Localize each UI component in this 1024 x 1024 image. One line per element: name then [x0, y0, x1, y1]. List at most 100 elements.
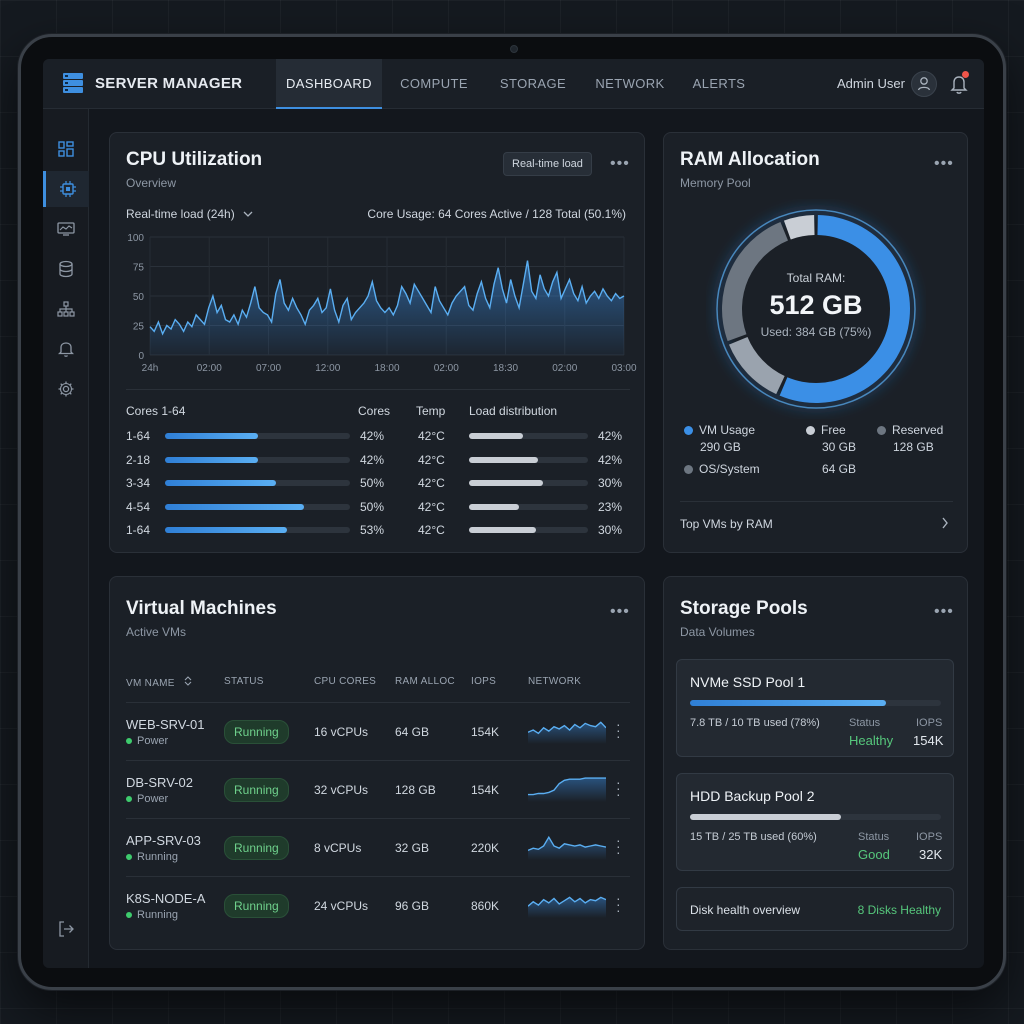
- notification-dot: [962, 71, 969, 78]
- tab-compute[interactable]: COMPUTE: [400, 76, 468, 91]
- row-more-icon[interactable]: · · ·: [616, 774, 621, 802]
- ram-more-icon[interactable]: •••: [934, 155, 954, 172]
- legend-vm-value: 290 GB: [700, 440, 741, 454]
- legend-vm-label: VM Usage: [699, 423, 756, 437]
- storage-panel-subtitle: Data Volumes: [680, 625, 755, 639]
- ram-alloc-header: RAM ALLOC: [395, 676, 455, 687]
- sidebar-item-monitor[interactable]: [43, 211, 89, 247]
- storage-pools-panel: Storage Pools Data Volumes ••• NVMe SSD …: [663, 576, 968, 950]
- sidebar-item-settings[interactable]: [43, 371, 89, 407]
- x-tick-label: 07:00: [256, 363, 281, 374]
- load-distribution-bar: [469, 433, 588, 439]
- database-icon: [59, 260, 73, 278]
- ram-allocation-panel: RAM Allocation Memory Pool ••• Total RAM…: [663, 132, 968, 553]
- status-badge: Running: [224, 778, 289, 802]
- donut-slice: [722, 221, 788, 342]
- legend-os-system: OS/System: [684, 462, 760, 476]
- donut-slice: [779, 215, 910, 403]
- load-distribution-fill: [469, 480, 543, 486]
- load-distribution-pct: 30%: [598, 523, 623, 537]
- bell-icon[interactable]: [949, 73, 969, 95]
- load-distribution-fill: [469, 433, 523, 439]
- core-temp: 42°C: [418, 476, 445, 490]
- core-usage-bar: [165, 503, 350, 510]
- sidebar-item-storage[interactable]: [43, 251, 89, 287]
- user-name[interactable]: Admin User: [837, 76, 905, 91]
- sidebar-item-compute[interactable]: [43, 171, 89, 207]
- pool-used-text: 7.8 TB / 10 TB used (78%): [690, 717, 820, 729]
- table-row[interactable]: DB-SRV-02 Power Running 32 vCPUs 128 GB …: [110, 761, 646, 819]
- table-row[interactable]: APP-SRV-03 Running Running 8 vCPUs 32 GB…: [110, 819, 646, 877]
- vm-power-state: Running: [126, 909, 178, 921]
- core-range-label: 1-64: [126, 429, 151, 443]
- vm-power-label: Running: [137, 851, 178, 863]
- table-row[interactable]: K8S-NODE-A Running Running 24 vCPUs 96 G…: [110, 877, 646, 935]
- vm-name-header[interactable]: VM NAME: [126, 676, 192, 689]
- vm-ram-alloc: 128 GB: [395, 783, 436, 797]
- sidebar-item-network[interactable]: [43, 291, 89, 327]
- vm-cpu-cores: 8 vCPUs: [314, 841, 362, 855]
- vm-power-label: Running: [137, 909, 178, 921]
- sidebar-item-logout[interactable]: [43, 911, 89, 947]
- sparkline-line: [528, 835, 606, 852]
- network-sparkline: [528, 777, 606, 802]
- camera: [510, 45, 518, 53]
- storage-more-icon[interactable]: •••: [934, 603, 954, 620]
- load-distribution-fill: [469, 527, 536, 533]
- screen: SERVER MANAGER DASHBOARD COMPUTE STORAGE…: [43, 59, 984, 968]
- legend-dot-vm: [684, 426, 693, 436]
- avatar[interactable]: [911, 71, 937, 97]
- storage-pool-card[interactable]: NVMe SSD Pool 1 7.8 TB / 10 TB used (78%…: [676, 659, 954, 757]
- bell-icon: [58, 342, 74, 357]
- row-more-icon[interactable]: · · ·: [616, 890, 621, 918]
- core-temp: 42°C: [418, 523, 445, 537]
- tab-alerts[interactable]: ALERTS: [692, 76, 746, 91]
- sidebar-item-dashboard[interactable]: [43, 131, 89, 167]
- range-dropdown[interactable]: Real-time load (24h): [126, 207, 253, 221]
- col-temp-header: Temp: [416, 404, 446, 418]
- vm-power-state: Power: [126, 735, 168, 747]
- ram-used-value: Used: 384 GB (75%): [760, 325, 872, 339]
- sparkline-area: [528, 837, 606, 860]
- tab-dashboard[interactable]: DASHBOARD: [276, 59, 382, 109]
- legend-os-label: OS/System: [699, 462, 760, 476]
- cpu-more-icon[interactable]: •••: [610, 155, 630, 172]
- vm-ram-alloc: 32 GB: [395, 841, 430, 855]
- tab-network[interactable]: NETWORK: [595, 76, 665, 91]
- vm-panel-subtitle: Active VMs: [126, 625, 187, 639]
- range-label: Real-time load (24h): [126, 207, 235, 221]
- total-ram-label: Total RAM:: [786, 271, 846, 285]
- vm-cpu-cores: 16 vCPUs: [314, 725, 369, 739]
- pool-status-label: Status: [849, 717, 881, 729]
- pool-iops-value: 154K: [913, 733, 944, 748]
- legend-free: Free 30 GB: [806, 423, 856, 454]
- core-range-label: 4-54: [126, 499, 151, 514]
- x-tick-label: 24h: [142, 363, 159, 374]
- top-vms-by-ram-link[interactable]: Top VMs by RAM: [680, 515, 953, 535]
- disk-health-overview[interactable]: Disk health overview 8 Disks Healthy: [676, 887, 954, 931]
- vm-name-header-label: VM NAME: [126, 678, 175, 689]
- network-icon: [57, 301, 75, 317]
- legend-free-value: 30 GB: [822, 440, 857, 454]
- pool-iops-label: IOPS: [916, 831, 943, 843]
- realtime-load-button[interactable]: Real-time load: [503, 152, 592, 176]
- row-more-icon[interactable]: · · ·: [616, 832, 621, 860]
- storage-pool-card[interactable]: HDD Backup Pool 2 15 TB / 25 TB used (60…: [676, 773, 954, 871]
- vm-more-icon[interactable]: •••: [610, 603, 630, 620]
- total-ram-value: 512 GB: [769, 290, 863, 320]
- cpu-load-area: [150, 260, 624, 355]
- table-row[interactable]: WEB-SRV-01 Power Running 16 vCPUs 64 GB …: [110, 703, 646, 761]
- pool-status-label: Status: [858, 831, 890, 843]
- status-header: STATUS: [224, 676, 264, 687]
- load-distribution-pct: 42%: [598, 452, 623, 467]
- sidebar-item-alerts[interactable]: [43, 331, 89, 367]
- row-more-icon[interactable]: · · ·: [616, 716, 621, 744]
- tab-storage[interactable]: STORAGE: [499, 76, 567, 91]
- status-dot: [126, 854, 132, 860]
- status-badge: Running: [224, 894, 289, 918]
- top-vms-label: Top VMs by RAM: [680, 517, 773, 531]
- sparkline-area: [528, 778, 606, 802]
- ram-panel-title: RAM Allocation: [680, 149, 820, 170]
- x-tick-label: 12:00: [315, 363, 340, 374]
- pool-usage-bar: [690, 814, 941, 820]
